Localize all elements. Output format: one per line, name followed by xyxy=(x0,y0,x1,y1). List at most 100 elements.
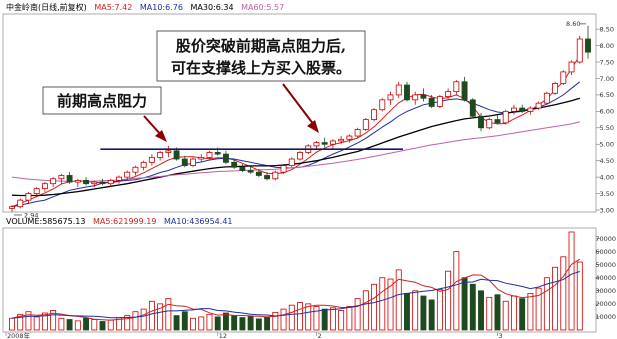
volume-bar xyxy=(354,298,361,331)
candle-body xyxy=(132,166,139,173)
candle-body xyxy=(502,110,509,124)
x-tick-label: 3 xyxy=(498,332,502,339)
candle xyxy=(41,182,48,192)
ma-line-ma30 xyxy=(11,97,580,197)
volume-bar xyxy=(552,266,559,331)
candle-body xyxy=(478,115,484,129)
volume-tick-label: 40000 xyxy=(595,274,616,282)
resistance-arrow xyxy=(143,115,167,142)
volume-tick-label: 10000 xyxy=(595,313,616,321)
volume-bar xyxy=(428,299,435,331)
volume-bar xyxy=(321,308,328,331)
candle xyxy=(436,94,443,109)
candle-body xyxy=(140,161,147,168)
volume-bar xyxy=(346,306,353,331)
candle xyxy=(371,108,378,122)
x-tick-label: 12 xyxy=(219,332,227,339)
price-tick-label: 4.50 xyxy=(600,157,614,165)
candle-body xyxy=(346,135,353,140)
resistance-annotation: 前期高点阻力 xyxy=(42,86,167,142)
price-tick-label: 3.00 xyxy=(600,206,614,214)
volume-bar xyxy=(560,256,567,331)
candle xyxy=(206,150,213,160)
candle xyxy=(83,177,90,186)
candle-body xyxy=(404,84,410,101)
candle xyxy=(165,145,172,158)
candle-body xyxy=(568,61,575,73)
volume-tick-label: 20000 xyxy=(595,300,616,308)
ma10-legend: MA10:6.76 xyxy=(140,3,183,12)
candle-body xyxy=(313,142,320,147)
price-tick-label: 6.00 xyxy=(600,108,614,116)
candle xyxy=(445,88,452,100)
candle xyxy=(486,117,493,130)
vol-ma5-legend: MA5:621999.19 xyxy=(93,217,156,226)
candle xyxy=(25,191,32,204)
volume-axis: 10000 20000 30000 40000 50000 60000 70000 xyxy=(595,235,616,321)
price-tick-label: 5.50 xyxy=(600,124,614,132)
candle xyxy=(494,114,501,125)
candle xyxy=(116,175,122,184)
volume-bar xyxy=(173,315,180,331)
candle-body xyxy=(272,171,279,180)
ma-line-ma60 xyxy=(11,121,580,182)
price-tick-label: 3.50 xyxy=(600,190,614,198)
volume-bar xyxy=(74,320,81,331)
candle-body xyxy=(371,109,378,120)
candle-body xyxy=(190,158,196,167)
candle-body xyxy=(552,83,559,94)
volume-bar xyxy=(379,277,386,331)
volume-bar xyxy=(9,317,15,331)
candle xyxy=(461,76,468,102)
volume-bar xyxy=(255,318,262,331)
volume-bars xyxy=(9,231,583,331)
price-ma-lines xyxy=(11,55,581,208)
candle xyxy=(157,150,164,161)
candle-body xyxy=(469,99,476,117)
candle xyxy=(190,157,196,168)
candle xyxy=(354,127,361,138)
x-axis: 2008年 12 2 3 xyxy=(5,331,503,339)
candle-body xyxy=(91,181,98,185)
candle xyxy=(329,139,336,150)
candle-body xyxy=(58,175,65,180)
candle xyxy=(585,25,591,59)
volume-bar xyxy=(527,293,534,331)
candle xyxy=(33,186,40,197)
volume-bar xyxy=(535,287,542,331)
candle xyxy=(519,104,526,113)
volume-bar xyxy=(264,316,271,331)
candle-body xyxy=(181,158,188,167)
candle-body xyxy=(453,81,460,93)
candle-body xyxy=(486,119,493,129)
x-tick-label: 2008年 xyxy=(7,331,31,339)
volume-bar xyxy=(198,316,205,331)
candle xyxy=(198,154,205,163)
volume-bar xyxy=(387,278,394,331)
candle xyxy=(231,159,238,169)
candle xyxy=(280,163,287,174)
volume-bar xyxy=(181,311,188,331)
candle xyxy=(568,60,575,76)
candle-body xyxy=(50,178,57,185)
volume-bar xyxy=(576,261,583,331)
candle-body xyxy=(107,180,114,185)
candle xyxy=(247,165,254,174)
price-tick-label: 8.50 xyxy=(600,25,614,33)
candle xyxy=(412,91,419,105)
candle xyxy=(50,177,57,187)
candle-body xyxy=(428,97,435,107)
volume-bar xyxy=(214,316,221,331)
volume-bar xyxy=(222,312,229,331)
candle xyxy=(404,81,410,102)
price-tick-label: 7.50 xyxy=(600,58,614,66)
volume-ma-line-ma5 xyxy=(11,258,581,321)
candle xyxy=(9,205,15,212)
volume-bar xyxy=(305,303,312,331)
candle-body xyxy=(124,171,131,178)
breakout-annotation-line2: 可在支撑线上方买入股票。 xyxy=(171,59,351,77)
volume-bar xyxy=(124,315,131,331)
volume-bar xyxy=(371,283,378,331)
candle-body xyxy=(362,119,369,130)
candle xyxy=(478,113,484,132)
